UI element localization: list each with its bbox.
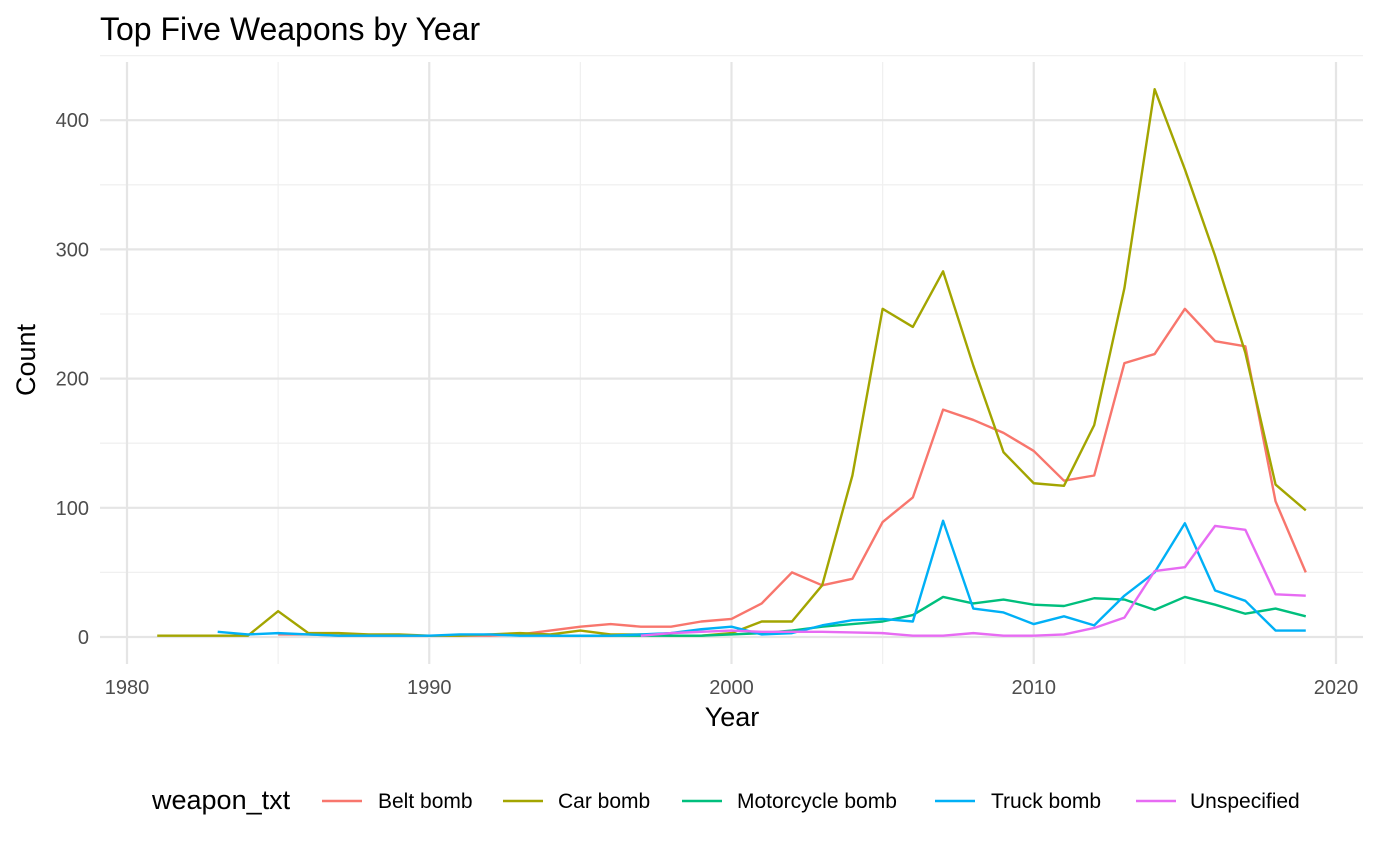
series-line-car-bomb [157,87,1307,637]
y-tick-label: 300 [56,239,89,261]
x-tick-label: 2020 [1314,677,1359,699]
legend-label-truck-bomb: Truck bomb [991,790,1101,813]
series-line-truck-bomb [217,519,1306,637]
legend-label-car-bomb: Car bomb [558,790,650,813]
series-line-motorcycle-bomb [550,595,1307,637]
tick-labels: 1980 1990 2000 2010 2020 0 100 200 300 400 [56,110,1359,699]
x-tick-label: 1990 [407,677,452,699]
x-tick-label: 2000 [709,677,754,699]
y-axis-title: Count [11,323,41,396]
x-tick-label: 1980 [105,677,150,699]
legend-label-unspecified: Unspecified [1190,790,1300,813]
x-tick-label: 2010 [1012,677,1057,699]
legend-label-motorcycle-bomb: Motorcycle bomb [737,790,897,813]
series-line-belt-bomb [278,307,1307,637]
chart-title: Top Five Weapons by Year [100,11,480,47]
x-axis-title: Year [705,702,760,732]
y-tick-label: 400 [56,110,89,132]
y-tick-label: 0 [78,627,89,649]
legend-label-belt-bomb: Belt bomb [378,790,473,813]
series-lines [157,87,1307,637]
series-line-unspecified [640,524,1306,637]
y-tick-label: 100 [56,498,89,520]
grid [100,54,1363,664]
legend-title: weapon_txt [151,785,291,815]
y-tick-label: 200 [56,369,89,391]
legend: weapon_txt Belt bomb Car bomb Motorcycle b… [151,785,1300,815]
